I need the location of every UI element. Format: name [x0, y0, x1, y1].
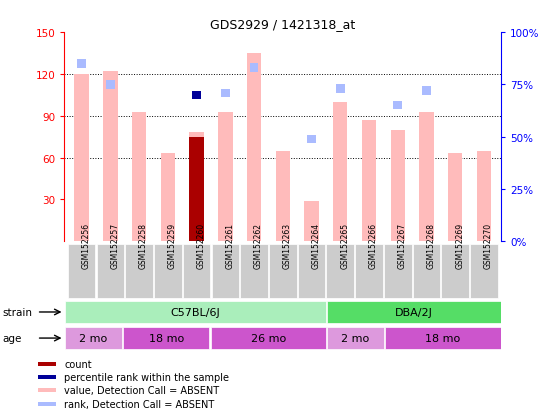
Bar [304, 201, 319, 242]
Text: GSM152260: GSM152260 [197, 222, 206, 268]
Text: count: count [64, 359, 92, 369]
Bar [448, 154, 463, 242]
Bar [106, 81, 115, 89]
FancyBboxPatch shape [441, 245, 469, 298]
Bar [74, 75, 89, 242]
Bar [218, 112, 232, 242]
Text: C57BL/6J: C57BL/6J [171, 307, 220, 317]
Text: 26 mo: 26 mo [251, 333, 286, 343]
Bar [192, 91, 201, 100]
Bar [38, 388, 57, 392]
Text: 2 mo: 2 mo [80, 333, 108, 343]
FancyBboxPatch shape [385, 328, 501, 349]
Text: strain: strain [3, 307, 33, 317]
Text: GSM152258: GSM152258 [139, 222, 148, 268]
Bar [250, 64, 258, 73]
Text: GSM152263: GSM152263 [283, 222, 292, 268]
Bar [362, 121, 376, 242]
Bar [336, 85, 344, 93]
Text: GSM152257: GSM152257 [110, 222, 119, 268]
FancyBboxPatch shape [384, 245, 412, 298]
FancyBboxPatch shape [183, 245, 211, 298]
Text: GSM152269: GSM152269 [455, 222, 464, 268]
Text: GSM152259: GSM152259 [168, 222, 177, 268]
FancyBboxPatch shape [125, 245, 153, 298]
FancyBboxPatch shape [65, 301, 326, 323]
Bar [132, 112, 146, 242]
Bar [38, 362, 57, 366]
Text: 2 mo: 2 mo [342, 333, 370, 343]
Text: age: age [3, 333, 22, 343]
Bar [189, 133, 204, 242]
Bar [161, 154, 175, 242]
Bar [38, 375, 57, 379]
Text: 18 mo: 18 mo [149, 333, 184, 343]
Bar [189, 137, 204, 242]
Text: DBA/2J: DBA/2J [395, 307, 433, 317]
Bar [419, 112, 433, 242]
Bar [247, 54, 262, 242]
FancyBboxPatch shape [327, 301, 501, 323]
FancyBboxPatch shape [211, 328, 326, 349]
FancyBboxPatch shape [327, 328, 384, 349]
Bar [221, 89, 230, 98]
Bar [38, 402, 57, 406]
FancyBboxPatch shape [413, 245, 440, 298]
FancyBboxPatch shape [212, 245, 239, 298]
Text: GSM152266: GSM152266 [369, 222, 378, 268]
Text: GSM152264: GSM152264 [311, 222, 320, 268]
FancyBboxPatch shape [65, 328, 122, 349]
Bar [477, 151, 491, 242]
Bar [307, 135, 316, 144]
Bar [77, 60, 86, 69]
Text: percentile rank within the sample: percentile rank within the sample [64, 372, 229, 382]
FancyBboxPatch shape [269, 245, 297, 298]
FancyBboxPatch shape [470, 245, 498, 298]
Bar [276, 151, 290, 242]
FancyBboxPatch shape [355, 245, 383, 298]
Text: GSM152268: GSM152268 [427, 222, 436, 268]
FancyBboxPatch shape [154, 245, 181, 298]
Text: rank, Detection Call = ABSENT: rank, Detection Call = ABSENT [64, 399, 214, 409]
FancyBboxPatch shape [240, 245, 268, 298]
Text: GSM152256: GSM152256 [82, 222, 91, 268]
Bar [422, 87, 431, 95]
FancyBboxPatch shape [96, 245, 124, 298]
Text: GSM152267: GSM152267 [398, 222, 407, 268]
Bar [394, 102, 402, 110]
Text: GSM152265: GSM152265 [340, 222, 349, 268]
Text: GSM152261: GSM152261 [225, 222, 234, 268]
Text: GSM152262: GSM152262 [254, 222, 263, 268]
Bar [103, 72, 118, 242]
Text: GSM152270: GSM152270 [484, 222, 493, 268]
FancyBboxPatch shape [298, 245, 325, 298]
Text: 18 mo: 18 mo [426, 333, 460, 343]
FancyBboxPatch shape [123, 328, 209, 349]
Text: value, Detection Call = ABSENT: value, Detection Call = ABSENT [64, 385, 219, 395]
Bar [390, 131, 405, 242]
Title: GDS2929 / 1421318_at: GDS2929 / 1421318_at [210, 17, 356, 31]
FancyBboxPatch shape [68, 245, 95, 298]
Bar [333, 102, 347, 242]
FancyBboxPatch shape [326, 245, 354, 298]
